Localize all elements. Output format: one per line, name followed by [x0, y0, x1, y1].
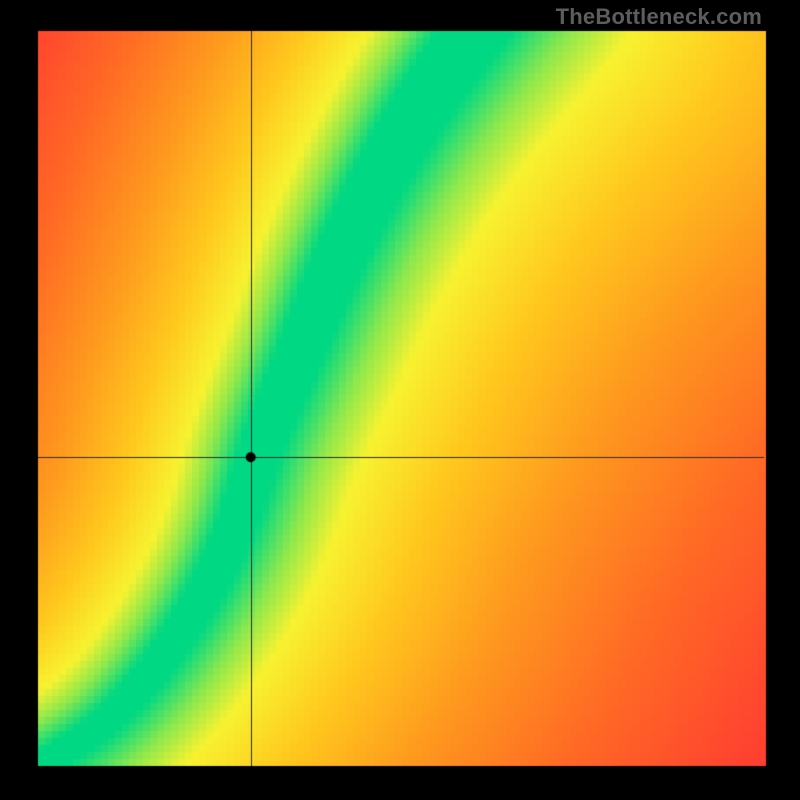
heatmap-canvas — [0, 0, 800, 800]
watermark-text: TheBottleneck.com — [556, 4, 762, 30]
